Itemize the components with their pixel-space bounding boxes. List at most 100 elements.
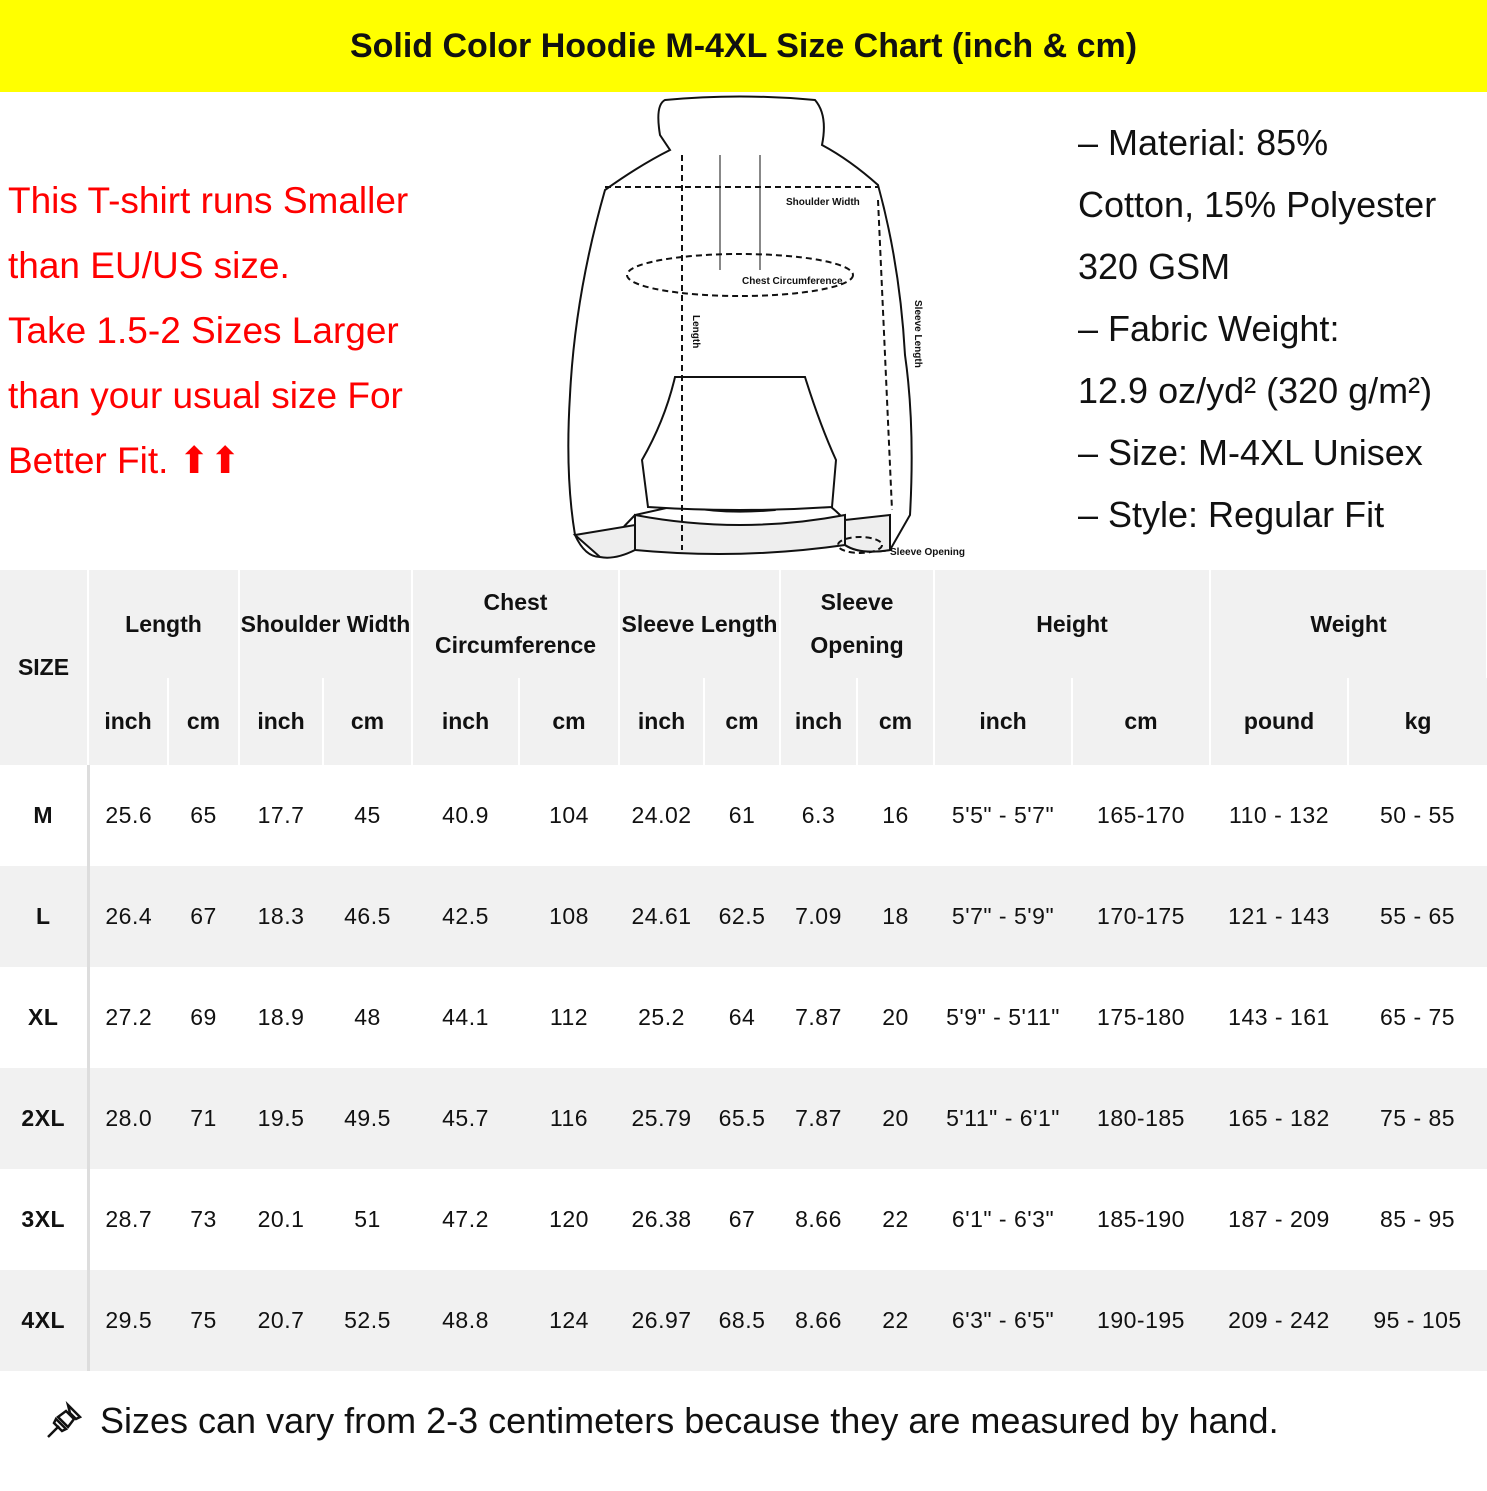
table-cell: 73 [190,1206,217,1232]
table-cell: 165 - 182 [1210,1068,1349,1169]
table-cell: 68.5 [704,1270,781,1371]
table-cell: 24.61 [619,866,705,967]
column-group-header: Shoulder Width [238,570,413,678]
table-cell: 6'1" - 6'3" [951,1206,1055,1232]
table-cell: 95 - 105 [1348,1270,1487,1371]
size-header: SIZE [0,570,88,765]
table-cell: 22 [857,1270,935,1371]
table-cell: 48.8 [412,1270,519,1371]
notice-line: This T-shirt runs Smaller [8,180,409,221]
footer-note: Sizes can vary from 2-3 centimeters beca… [44,1400,1279,1442]
column-group-header: Height [933,570,1212,678]
table-cell: 16 [882,802,909,828]
table-cell: 190-195 [1072,1270,1211,1371]
table-cell: 47.2 [442,1206,489,1232]
table-cell: 65.5 [704,1068,781,1169]
table-cell: 185-190 [1097,1206,1185,1232]
table-cell: 27.2 [105,1004,153,1030]
unit-header: cm [856,678,935,765]
table-cell: 45.7 [412,1068,519,1169]
table-cell: 6'3" - 6'5" [934,1270,1073,1371]
table-cell: 51 [354,1206,381,1232]
title-banner: Solid Color Hoodie M-4XL Size Chart (inc… [0,0,1487,92]
table-cell: 121 - 143 [1210,866,1349,967]
size-cell: L [0,866,90,967]
footer-text: Sizes can vary from 2-3 centimeters beca… [100,1400,1279,1441]
size-cell: M [0,765,90,866]
unit-header: inch [779,678,858,765]
table-cell: 143 - 161 [1228,1004,1330,1030]
table-cell: 18.9 [257,1004,305,1030]
table-cell: 71 [168,1068,239,1169]
table-cell: 61 [728,802,756,828]
table-cell: 6.3 [801,802,836,828]
spec-line: 320 GSM [1078,246,1231,287]
table-cell: 7.09 [780,866,858,967]
spec-line: – Fabric Weight: [1078,308,1340,349]
table-cell: 20 [882,1004,909,1030]
column-group-header: Length [87,570,240,678]
hoodie-diagram: Shoulder Width Chest Circumference Lengt… [567,95,965,559]
table-cell: 170-175 [1072,866,1211,967]
unit-header: cm [1071,678,1211,765]
table-cell: 8.66 [795,1206,842,1232]
table-cell: 65 [190,802,217,828]
table-row: 3XL 28.7 73 20.1 51 47.2 120 26.38 67 8.66 22 6'1" … [0,1169,1487,1270]
table-row: M 25.6 65 17.7 45 40.9 104 24.02 61 6.3 16 5'5" - 5… [0,765,1487,866]
table-cell: 52.5 [323,1270,412,1371]
unit-header: inch [238,678,323,765]
table-cell: 19.5 [239,1068,323,1169]
table-cell: 20.7 [239,1270,323,1371]
length-label: Length [690,315,701,348]
size-cell: 3XL [0,1169,90,1270]
table-cell: 187 - 209 [1228,1206,1330,1232]
table-cell: 209 - 242 [1210,1270,1349,1371]
table-cell: 42.5 [412,866,519,967]
table-row: 2XL 28.0 71 19.5 49.5 45.7 116 25.79 65.5 7.87 20 5… [0,1068,1487,1169]
table-cell: 67 [168,866,239,967]
table-cell: 17.7 [257,802,305,828]
table-cell: 7.87 [780,1068,858,1169]
table-cell: 44.1 [442,1004,489,1030]
table-cell: 24.02 [631,802,692,828]
shoulder-width-label: Shoulder Width [786,197,860,208]
table-cell: 104 [549,802,589,828]
table-row: XL 27.2 69 18.9 48 44.1 112 25.2 64 7.87 20 5'9" - … [0,967,1487,1068]
table-cell: 26.4 [88,866,168,967]
chart-title: Solid Color Hoodie M-4XL Size Chart (inc… [349,26,1138,65]
column-group-header: Sleeve Length [618,570,782,678]
table-cell: 175-180 [1097,1004,1185,1030]
table-cell: 48 [354,1004,381,1030]
table-row: 4XL 29.5 75 20.7 52.5 48.8 124 26.97 68.5 8.66 22 6… [0,1270,1487,1371]
table-row: L 26.4 67 18.3 46.5 42.5 108 24.61 62.5 7.09 18 5'7… [0,866,1487,967]
table-cell: 124 [519,1270,620,1371]
table-cell: 40.9 [442,802,489,828]
column-group-header: Chest Circumference [410,570,621,678]
table-cell: 116 [519,1068,620,1169]
table-cell: 67 [728,1206,756,1232]
table-cell: 25.79 [619,1068,705,1169]
table-cell: 75 [168,1270,239,1371]
table-cell: 18.3 [239,866,323,967]
table-cell: 69 [190,1004,217,1030]
notice-line: than EU/US size. [8,245,290,286]
spec-line: – Material: 85% [1078,122,1329,163]
table-cell: 85 - 95 [1379,1206,1456,1232]
table-cell: 18 [857,866,935,967]
spec-line: – Style: Regular Fit [1078,494,1385,535]
product-specs: – Material: 85% Cotton, 15% Polyester 32… [1078,112,1436,546]
table-cell: 8.66 [780,1270,858,1371]
table-cell: 28.0 [88,1068,168,1169]
unit-header: cm [703,678,781,765]
unit-header: kg [1347,678,1487,765]
size-cell: XL [0,967,90,1068]
table-cell: 108 [519,866,620,967]
sleeve-opening-label: Sleeve Opening [890,547,965,558]
column-group-header: Weight [1209,570,1487,678]
table-cell: 50 - 55 [1379,802,1456,828]
table-cell: 65 - 75 [1379,1004,1456,1030]
unit-header: cm [322,678,412,765]
sleeve-length-label: Sleeve Length [912,300,923,368]
table-cell: 64 [728,1004,756,1030]
table-cell: 5'11" - 6'1" [934,1068,1073,1169]
